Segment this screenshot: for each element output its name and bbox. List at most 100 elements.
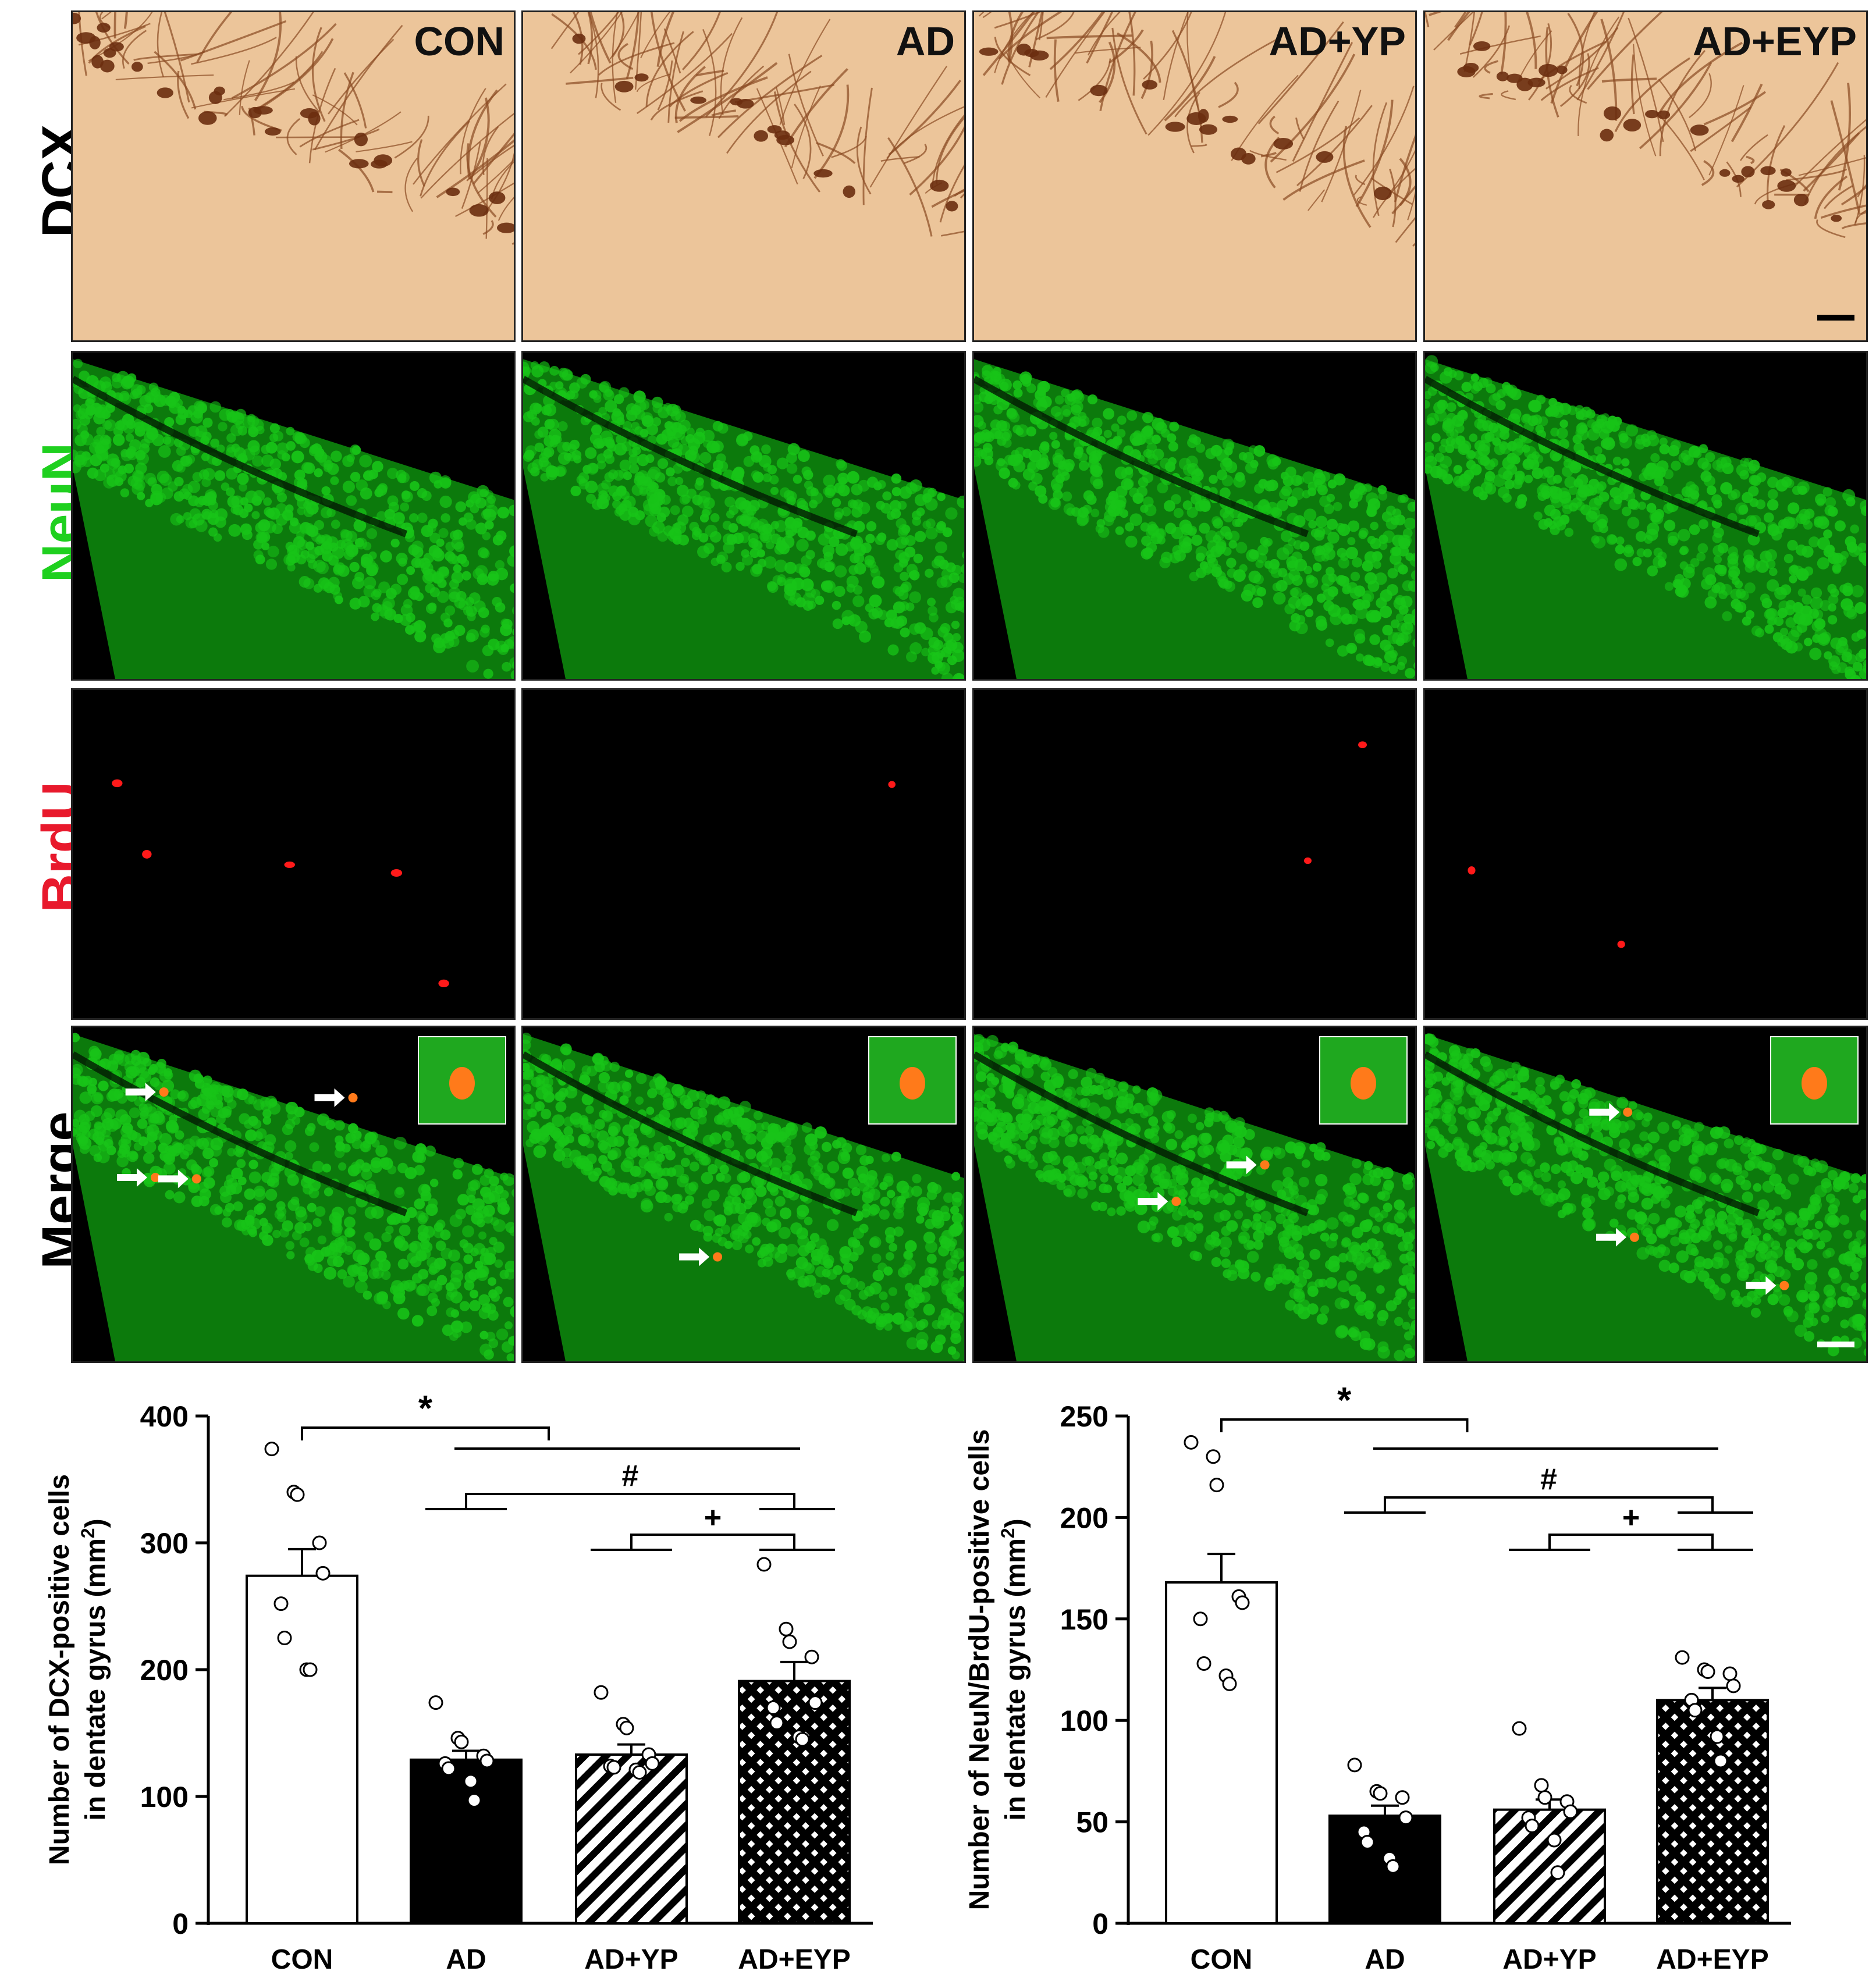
- data-point: [1235, 1595, 1250, 1610]
- data-point: [1547, 1833, 1562, 1848]
- data-point: [632, 1765, 647, 1780]
- panel-title: CON: [414, 19, 504, 64]
- bar-charts: 0 100 200 300 400 Number of DCX-positive cell…: [44, 1381, 1791, 1971]
- significance-mark: *: [418, 1389, 433, 1429]
- y-tick-label: 100: [1060, 1705, 1108, 1737]
- data-point: [766, 1700, 781, 1715]
- x-category-label: AD+EYP: [1656, 1944, 1768, 1971]
- bar-con: [246, 1574, 358, 1924]
- y-tick-label: 0: [1092, 1908, 1108, 1940]
- data-point: [1395, 1790, 1410, 1805]
- panel-title: AD+EYP: [1692, 19, 1857, 64]
- data-point: [1398, 1810, 1413, 1826]
- data-point: [303, 1662, 318, 1677]
- panel-dcx-ad: AD: [521, 10, 966, 342]
- data-point: [1206, 1449, 1221, 1464]
- significance-bracket: [1384, 1496, 1714, 1513]
- data-point: [1373, 1786, 1388, 1801]
- panel-brdu-ad-yp: [972, 688, 1417, 1020]
- y-tick-label: 150: [1060, 1603, 1108, 1636]
- y-axis-label: Number of NeuN/BrdU-positive cells in den…: [964, 1429, 1031, 1910]
- chart-1: 0 100 200 300 400 Number of DCX-positive cell…: [44, 1389, 873, 1971]
- data-point: [1360, 1834, 1375, 1849]
- data-point: [441, 1761, 456, 1776]
- panel-neun-ad-yp: [972, 351, 1417, 681]
- panel-brdu-ad-eyp: [1423, 688, 1868, 1020]
- y-tick-label: 200: [140, 1654, 189, 1687]
- data-point: [779, 1621, 794, 1636]
- data-point: [606, 1760, 621, 1775]
- data-point: [769, 1716, 784, 1731]
- panel-dcx-ad-yp: AD+YP: [972, 10, 1417, 342]
- data-point: [1675, 1650, 1690, 1665]
- data-point: [1563, 1804, 1578, 1819]
- data-point: [1193, 1611, 1208, 1627]
- bar-ad-yp: [1493, 1808, 1606, 1924]
- data-point: [1700, 1664, 1715, 1679]
- data-point: [1209, 1478, 1224, 1493]
- data-point: [1722, 1666, 1738, 1681]
- panel-merge-ad: [521, 1026, 966, 1363]
- significance-mark: #: [622, 1459, 639, 1493]
- y-tick-label: 200: [1060, 1502, 1108, 1534]
- panel-neun-ad: [521, 351, 966, 681]
- data-point: [795, 1732, 810, 1747]
- bar-ad-eyp: [738, 1680, 851, 1924]
- significance-bracket: [301, 1426, 550, 1440]
- data-point: [1537, 1790, 1552, 1805]
- data-point: [428, 1695, 443, 1710]
- panel-title: AD: [896, 19, 955, 64]
- x-category-label: CON: [271, 1944, 333, 1971]
- data-point: [782, 1634, 797, 1649]
- significance-mark: +: [704, 1501, 722, 1535]
- data-point: [1534, 1778, 1549, 1793]
- data-point: [1347, 1757, 1362, 1773]
- data-point: [1222, 1676, 1237, 1691]
- x-category-label: AD: [446, 1944, 486, 1971]
- y-tick-label: 50: [1076, 1806, 1108, 1839]
- data-point: [467, 1793, 482, 1808]
- panel-neun-ad-eyp: [1423, 351, 1868, 681]
- data-point: [290, 1487, 305, 1502]
- y-tick-label: 300: [140, 1527, 189, 1560]
- data-point: [463, 1774, 478, 1789]
- data-point: [479, 1753, 495, 1769]
- data-point: [1196, 1656, 1211, 1671]
- data-point: [1184, 1435, 1199, 1450]
- y-tick-label: 400: [140, 1400, 189, 1433]
- panel-dcx-ad-eyp: AD+EYP: [1423, 10, 1868, 342]
- data-point: [277, 1631, 292, 1645]
- x-category-label: AD+YP: [1502, 1944, 1596, 1971]
- panel-dcx-con: CON: [71, 10, 516, 342]
- data-point: [594, 1685, 609, 1700]
- y-tick-label: 100: [140, 1781, 189, 1813]
- data-point: [756, 1557, 772, 1572]
- x-category-label: CON: [1191, 1944, 1253, 1971]
- data-point: [1550, 1865, 1565, 1880]
- data-point: [315, 1566, 331, 1581]
- data-point: [1512, 1721, 1527, 1736]
- bar-ad: [1328, 1815, 1441, 1924]
- significance-bracket: [1220, 1418, 1469, 1432]
- significance-bracket: [465, 1493, 795, 1509]
- data-point: [1385, 1859, 1401, 1874]
- bar-ad-yp: [575, 1753, 688, 1924]
- y-axis-label: Number of DCX-positive cells in dentate g…: [44, 1474, 111, 1865]
- data-point: [273, 1596, 289, 1611]
- chart-2: 0 50 100 150 200 250 Number of NeuN/BrdU-posit…: [964, 1381, 1791, 1971]
- x-category-label: AD+EYP: [738, 1944, 850, 1971]
- x-category-label: AD+YP: [584, 1944, 678, 1971]
- data-point: [1525, 1819, 1540, 1834]
- panel-merge-ad-yp: [972, 1026, 1417, 1363]
- significance-mark: +: [1622, 1501, 1640, 1535]
- panel-merge-ad-eyp: [1423, 1026, 1868, 1363]
- significance-bracket: [630, 1534, 795, 1550]
- panel-brdu-con: [71, 688, 516, 1020]
- data-point: [619, 1720, 634, 1735]
- significance-bracket: [1548, 1534, 1714, 1550]
- panel-merge-con: [71, 1026, 516, 1363]
- data-point: [312, 1535, 327, 1550]
- data-point: [1710, 1729, 1725, 1744]
- y-tick-label: 250: [1060, 1400, 1108, 1433]
- data-point: [454, 1734, 469, 1749]
